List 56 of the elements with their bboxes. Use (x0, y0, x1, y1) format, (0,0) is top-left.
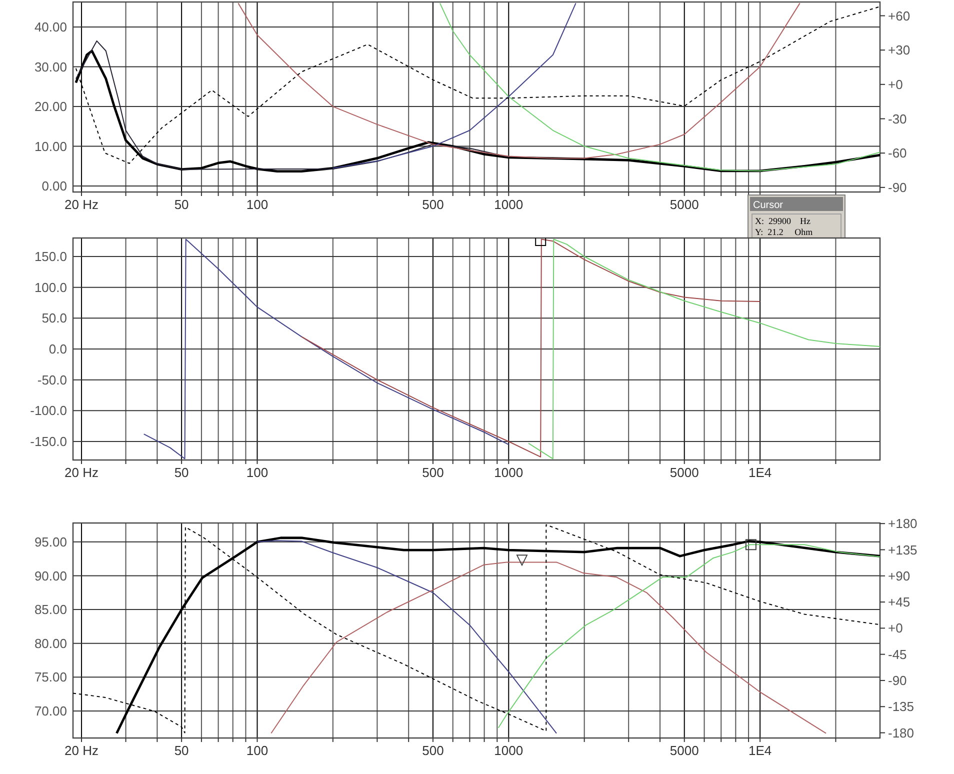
text: X: 29900 Hz (755, 216, 810, 226)
x-tick-label: 100 (246, 197, 268, 212)
x-tick-label: 1E4 (748, 743, 772, 758)
y2-tick-label: +0 (888, 76, 903, 92)
y2-tick-label: -135 (888, 699, 914, 714)
y2-tick-label: +0 (888, 620, 903, 636)
x-tick-label: 100 (246, 465, 268, 480)
y2-tick-label: +30 (888, 42, 910, 58)
x-tick-label: 5000 (670, 465, 699, 480)
x-tick-label: 50 (174, 743, 189, 758)
x-tick-label: 5000 (670, 743, 699, 758)
y-tick-label: 80.00 (34, 636, 67, 651)
x-tick-label: 500 (422, 743, 444, 758)
x-tick-label: 1000 (494, 743, 524, 758)
y2-tick-label: +135 (888, 542, 918, 558)
x-tick-label: 20 Hz (64, 743, 98, 758)
y2-tick-label: -180 (888, 725, 914, 740)
text: Cursor (753, 200, 784, 211)
y2-tick-label: +90 (888, 568, 910, 584)
x-tick-label: 1000 (494, 465, 524, 480)
y-tick-label: 100.0 (34, 280, 67, 295)
x-tick-label: 500 (422, 197, 444, 212)
y2-tick-label: +180 (888, 516, 918, 532)
y2-tick-label: -60 (888, 146, 907, 161)
y-tick-label: 0.0 (48, 342, 67, 357)
y-tick-label: 20.00 (34, 99, 67, 114)
y-tick-label: 75.00 (34, 670, 67, 685)
x-tick-label: 100 (246, 743, 268, 758)
y-tick-label: -100.0 (30, 403, 67, 418)
x-tick-label: 50 (174, 197, 189, 212)
y-tick-label: 50.0 (42, 310, 67, 326)
x-tick-label: 5000 (670, 197, 699, 212)
x-tick-label: 1E4 (748, 465, 772, 480)
y-tick-label: 0.00 (42, 178, 67, 194)
y2-tick-label: -90 (888, 180, 907, 195)
y-tick-label: 40.00 (34, 20, 67, 35)
y-tick-label: -150.0 (30, 434, 67, 450)
x-tick-label: 500 (422, 465, 444, 480)
y2-tick-label: -30 (888, 111, 907, 126)
y2-tick-label: +45 (888, 594, 910, 610)
y-tick-label: 70.00 (34, 704, 67, 719)
y-tick-label: 90.00 (34, 568, 67, 584)
text: Y: 21.2 Ohm (755, 227, 813, 237)
y-tick-label: 10.00 (34, 138, 67, 154)
x-tick-label: 50 (174, 465, 189, 480)
y-tick-label: 85.00 (34, 602, 67, 618)
x-tick-label: 1000 (494, 197, 524, 212)
x-tick-label: 20 Hz (64, 465, 98, 480)
y-tick-label: 30.00 (34, 59, 67, 74)
y2-tick-label: +60 (888, 8, 910, 24)
y2-tick-label: -90 (888, 673, 907, 688)
y-tick-label: 150.0 (34, 249, 67, 264)
x-tick-label: 20 Hz (64, 197, 98, 212)
y-tick-label: -50.0 (37, 372, 67, 388)
y-tick-label: 95.00 (34, 534, 67, 550)
y2-tick-label: -45 (888, 646, 907, 662)
